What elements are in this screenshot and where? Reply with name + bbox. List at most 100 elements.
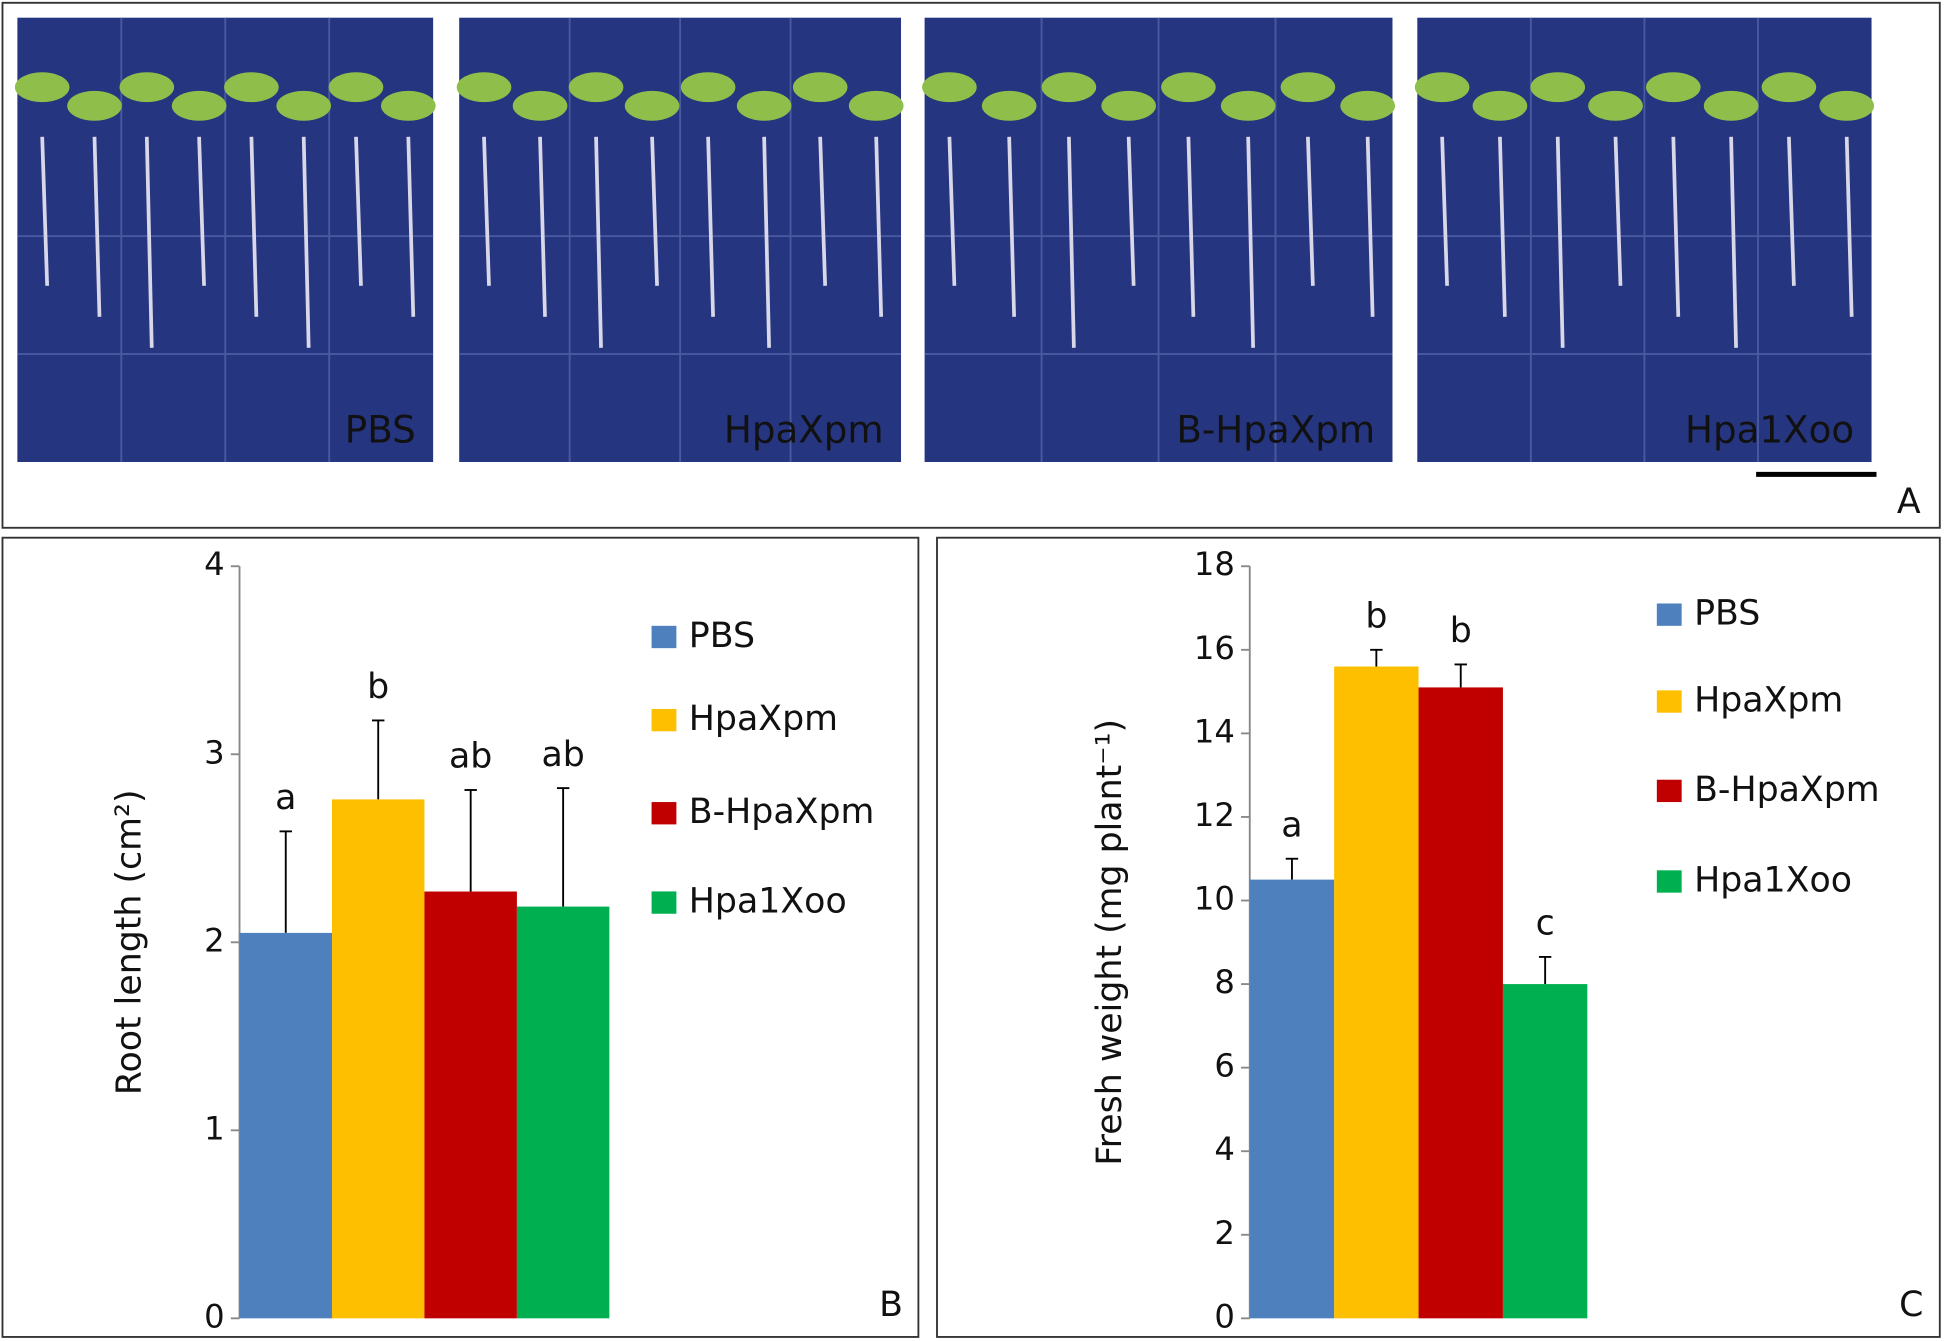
bar <box>516 906 610 1319</box>
legend-label: HpaXpm <box>1694 681 1843 721</box>
root <box>706 136 715 317</box>
bar <box>1502 984 1588 1319</box>
leaf <box>381 90 436 121</box>
bar <box>1334 666 1419 1319</box>
y-tick-label: 8 <box>1214 963 1235 1001</box>
y-tick-label: 3 <box>204 733 225 771</box>
leaf <box>328 72 384 103</box>
root <box>1067 136 1076 348</box>
root <box>1306 136 1315 286</box>
root <box>1555 136 1565 348</box>
y-tick-label: 4 <box>204 545 225 583</box>
y-tick-label: 2 <box>1214 1214 1235 1252</box>
significance-label: ab <box>541 735 584 775</box>
y-axis-title: Root length (cm²) <box>109 789 149 1095</box>
leaf <box>680 72 736 103</box>
leaf <box>224 72 279 103</box>
panel-label: B <box>879 1285 903 1325</box>
leaf <box>1414 72 1470 103</box>
leaf <box>1041 72 1097 103</box>
leaf <box>1588 90 1643 121</box>
leaf <box>1161 72 1216 103</box>
leaf <box>1472 90 1528 121</box>
y-tick-label: 12 <box>1194 796 1235 834</box>
legend-swatch <box>651 625 677 649</box>
significance-label: a <box>275 778 296 818</box>
leaf <box>171 90 227 121</box>
leaf <box>1280 72 1336 103</box>
legend-swatch <box>1656 779 1682 803</box>
y-tick-label: 16 <box>1194 629 1235 667</box>
y-tick-label: 2 <box>204 921 225 959</box>
leaf <box>512 90 568 121</box>
significance-label: c <box>1536 904 1555 944</box>
root <box>1787 136 1796 286</box>
root <box>947 136 957 286</box>
significance-label: a <box>1281 805 1302 845</box>
panel-label: A <box>1897 482 1921 522</box>
root <box>1440 136 1449 286</box>
legend-label: B-HpaXpm <box>689 792 875 832</box>
significance-label: b <box>367 667 389 707</box>
root <box>1246 136 1255 348</box>
y-tick-label: 0 <box>204 1297 225 1335</box>
root <box>197 136 206 286</box>
leaf <box>1530 72 1586 103</box>
leaf <box>119 72 175 103</box>
root <box>1007 136 1016 317</box>
root <box>406 136 416 317</box>
y-tick-label: 14 <box>1194 712 1235 750</box>
leaf <box>1819 90 1875 121</box>
legend-swatch <box>1656 870 1682 893</box>
leaf <box>1646 72 1701 103</box>
photo-label: Hpa1Xoo <box>1685 408 1854 452</box>
legend-label: PBS <box>1694 594 1760 634</box>
root <box>762 136 771 348</box>
photo-label: B-HpaXpm <box>1176 408 1375 452</box>
root <box>40 136 50 286</box>
root <box>818 136 827 286</box>
panel-a-frame <box>1 1 1941 529</box>
leaf <box>922 72 977 103</box>
legend-swatch <box>651 891 677 914</box>
panel-c-frame <box>936 536 1941 1338</box>
bar <box>424 891 517 1319</box>
leaf <box>276 90 332 121</box>
root <box>1671 136 1681 317</box>
leaf <box>792 72 848 103</box>
significance-label: b <box>1365 597 1387 637</box>
photo-label: PBS <box>345 408 416 452</box>
legend-swatch <box>1656 690 1682 713</box>
panel-label: C <box>1899 1285 1923 1325</box>
root <box>1729 136 1738 348</box>
leaf <box>14 72 70 103</box>
leaf <box>1101 90 1156 121</box>
y-tick-label: 4 <box>1214 1130 1235 1168</box>
legend-swatch <box>1656 603 1682 626</box>
leaf <box>624 90 680 121</box>
bar <box>1249 879 1335 1319</box>
legend-label: PBS <box>689 616 755 656</box>
y-tick-label: 18 <box>1194 545 1235 583</box>
leaf <box>67 90 122 121</box>
root <box>354 136 363 286</box>
bar <box>331 799 425 1319</box>
significance-label: b <box>1450 611 1472 651</box>
legend-swatch <box>651 708 677 732</box>
root <box>482 136 491 286</box>
leaf <box>1340 90 1395 121</box>
root <box>1844 136 1854 317</box>
legend-label: Hpa1Xoo <box>1694 860 1852 900</box>
y-tick-label: 0 <box>1214 1297 1235 1335</box>
root <box>1613 136 1623 286</box>
y-tick-label: 1 <box>204 1109 225 1147</box>
legend-swatch <box>651 802 677 825</box>
root <box>1365 136 1375 317</box>
root <box>594 136 603 348</box>
root <box>144 136 154 348</box>
root <box>249 136 259 317</box>
leaf <box>1220 90 1276 121</box>
legend-label: HpaXpm <box>689 699 838 739</box>
